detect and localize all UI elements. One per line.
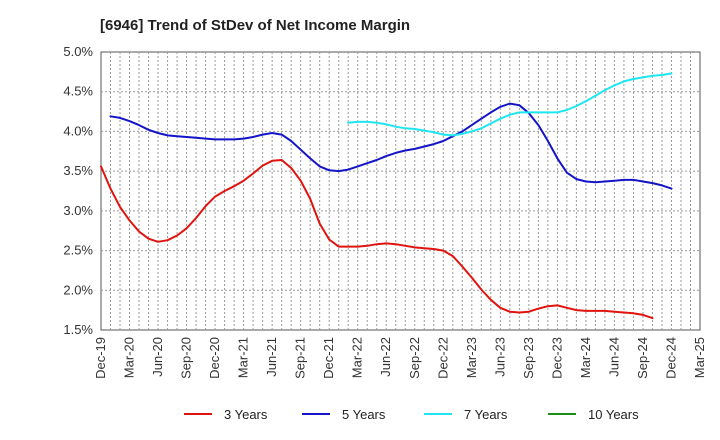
x-tick-label: Jun-23 (492, 337, 507, 377)
y-tick-label: 3.5% (63, 163, 93, 178)
y-tick-label: 2.5% (63, 243, 93, 258)
x-tick-label: Jun-20 (150, 337, 165, 377)
legend-label: 3 Years (224, 407, 268, 422)
x-tick-label: Mar-20 (122, 337, 137, 378)
x-axis: Dec-19 Mar-20 Jun-20 Sep-20 Dec-20 Mar-21 Jun-… (93, 337, 707, 379)
legend-label: 10 Years (588, 407, 639, 422)
y-axis: 1.5% 2.0% 2.5% 3.0% 3.5% 4.0% 4.5% 5.0% (63, 44, 93, 337)
x-tick-label: Dec-24 (663, 337, 678, 379)
y-tick-label: 4.0% (63, 123, 93, 138)
x-tick-label: Jun-24 (606, 337, 621, 377)
series-lines (100, 72, 673, 320)
x-tick-label: Jun-21 (264, 337, 279, 377)
series-line-3-years (100, 159, 654, 320)
x-tick-label: Mar-24 (578, 337, 593, 378)
x-tick-label: Mar-25 (692, 337, 707, 378)
x-tick-label: Dec-23 (549, 337, 564, 379)
x-tick-label: Mar-22 (350, 337, 365, 378)
legend-label: 5 Years (342, 407, 386, 422)
y-tick-label: 1.5% (63, 322, 93, 337)
x-tick-label: Mar-21 (236, 337, 251, 378)
plot-border (100, 51, 701, 331)
series-line-7-years (347, 72, 673, 137)
x-tick-label: Sep-23 (521, 337, 536, 379)
x-tick-label: Dec-19 (93, 337, 108, 379)
y-tick-label: 3.0% (63, 203, 93, 218)
x-tick-label: Dec-22 (435, 337, 450, 379)
y-tick-label: 5.0% (63, 44, 93, 59)
x-tick-label: Dec-20 (207, 337, 222, 379)
x-tick-label: Sep-22 (407, 337, 422, 379)
legend-label: 7 Years (464, 407, 508, 422)
x-tick-label: Sep-20 (179, 337, 194, 379)
x-tick-label: Dec-21 (321, 337, 336, 379)
x-tick-label: Sep-24 (635, 337, 650, 379)
plot-area (100, 51, 701, 331)
x-tick-label: Sep-21 (293, 337, 308, 379)
plot-background (101, 52, 700, 330)
y-tick-label: 2.0% (63, 282, 93, 297)
series-line-5-years (109, 102, 673, 190)
chart-title: [6946] Trend of StDev of Net Income Marg… (100, 17, 410, 34)
x-tick-label: Jun-22 (378, 337, 393, 377)
x-tick-label: Mar-23 (464, 337, 479, 378)
y-tick-label: 4.5% (63, 84, 93, 99)
legend: 3 Years 5 Years 7 Years 10 Years (184, 407, 639, 422)
